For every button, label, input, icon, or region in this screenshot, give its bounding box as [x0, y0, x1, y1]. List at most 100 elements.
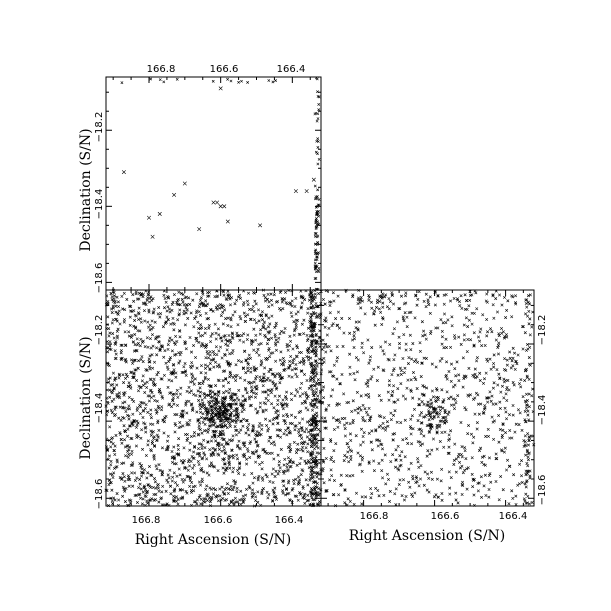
- data-point: [492, 437, 496, 441]
- data-point: [373, 309, 377, 313]
- data-point: [178, 335, 182, 339]
- data-point: [307, 347, 311, 351]
- data-point: [281, 298, 285, 302]
- data-point: [351, 295, 355, 299]
- data-point: [293, 424, 297, 428]
- data-point: [367, 406, 371, 410]
- data-point: [163, 416, 167, 420]
- data-point: [373, 323, 377, 327]
- data-point: [214, 494, 218, 498]
- data-point: [223, 462, 227, 466]
- data-point: [422, 385, 426, 389]
- data-point: [491, 303, 495, 307]
- data-point: [225, 466, 229, 470]
- data-point: [306, 450, 310, 454]
- data-point: [260, 427, 264, 431]
- data-point: [416, 297, 420, 301]
- data-point: [105, 437, 109, 441]
- data-point: [377, 414, 381, 418]
- data-point: [491, 402, 495, 406]
- data-point: [427, 409, 431, 413]
- data-point: [442, 398, 446, 402]
- data-point: [218, 494, 222, 498]
- data-point: [151, 422, 155, 426]
- data-point: [215, 295, 219, 299]
- data-point: [207, 496, 211, 500]
- data-point: [111, 371, 115, 375]
- data-point: [447, 438, 451, 442]
- data-point: [286, 415, 290, 419]
- data-point: [387, 358, 391, 362]
- data-point: [275, 415, 279, 419]
- data-point: [205, 393, 209, 397]
- data-point: [500, 303, 504, 307]
- data-point: [315, 405, 319, 409]
- data-point: [197, 495, 201, 499]
- data-point: [269, 441, 273, 445]
- data-point: [418, 477, 423, 481]
- data-point: [528, 474, 532, 478]
- data-point: [313, 480, 317, 484]
- data-point: [224, 395, 228, 399]
- data-point: [332, 493, 336, 497]
- data-point: [105, 294, 109, 298]
- data-point: [443, 421, 447, 425]
- data-point: [209, 399, 213, 403]
- data-point: [217, 444, 221, 448]
- data-point: [486, 396, 490, 400]
- data-point: [459, 294, 463, 298]
- data-point: [470, 322, 474, 326]
- data-point: [105, 448, 109, 452]
- data-point: [349, 454, 353, 458]
- data-point: [236, 500, 240, 504]
- data-point: [459, 342, 463, 346]
- data-point: [185, 411, 189, 415]
- data-point: [322, 446, 326, 450]
- data-point: [170, 405, 174, 409]
- data-point: [174, 423, 178, 427]
- data-point: [203, 396, 207, 400]
- data-point: [128, 478, 132, 482]
- data-point: [240, 497, 244, 501]
- data-point: [273, 443, 277, 447]
- data-point: [267, 348, 271, 352]
- data-point: [144, 403, 148, 407]
- data-point: [297, 427, 301, 432]
- data-point: [407, 356, 411, 360]
- data-point: [144, 453, 148, 458]
- data-point: [227, 333, 231, 338]
- data-point: [336, 294, 340, 298]
- data-point: [268, 435, 272, 439]
- data-point: [168, 357, 172, 361]
- data-point: [355, 370, 359, 374]
- data-point: [403, 366, 407, 370]
- data-point: [168, 356, 173, 360]
- data-point: [411, 474, 415, 478]
- data-point: [135, 297, 139, 301]
- data-point: [302, 373, 307, 377]
- data-point: [449, 476, 453, 480]
- data-point: [511, 380, 515, 384]
- data-point: [511, 346, 515, 350]
- data-point: [432, 407, 436, 412]
- data-point: [409, 461, 413, 465]
- data-point: [206, 377, 210, 381]
- data-point: [278, 428, 283, 432]
- data-point: [314, 459, 318, 463]
- data-point: [201, 304, 205, 308]
- data-point: [211, 399, 215, 403]
- data-point: [149, 449, 153, 453]
- data-point: [264, 473, 268, 477]
- data-point: [310, 435, 314, 439]
- data-point: [308, 319, 312, 323]
- data-point: [444, 293, 448, 297]
- data-point: [154, 408, 158, 412]
- data-point: [127, 395, 131, 399]
- data-point: [272, 491, 276, 495]
- data-point: [435, 395, 439, 399]
- data-point: [150, 298, 154, 303]
- data-point: [175, 474, 179, 478]
- data-point: [489, 367, 493, 371]
- data-point: [527, 405, 531, 409]
- data-point: [208, 464, 212, 468]
